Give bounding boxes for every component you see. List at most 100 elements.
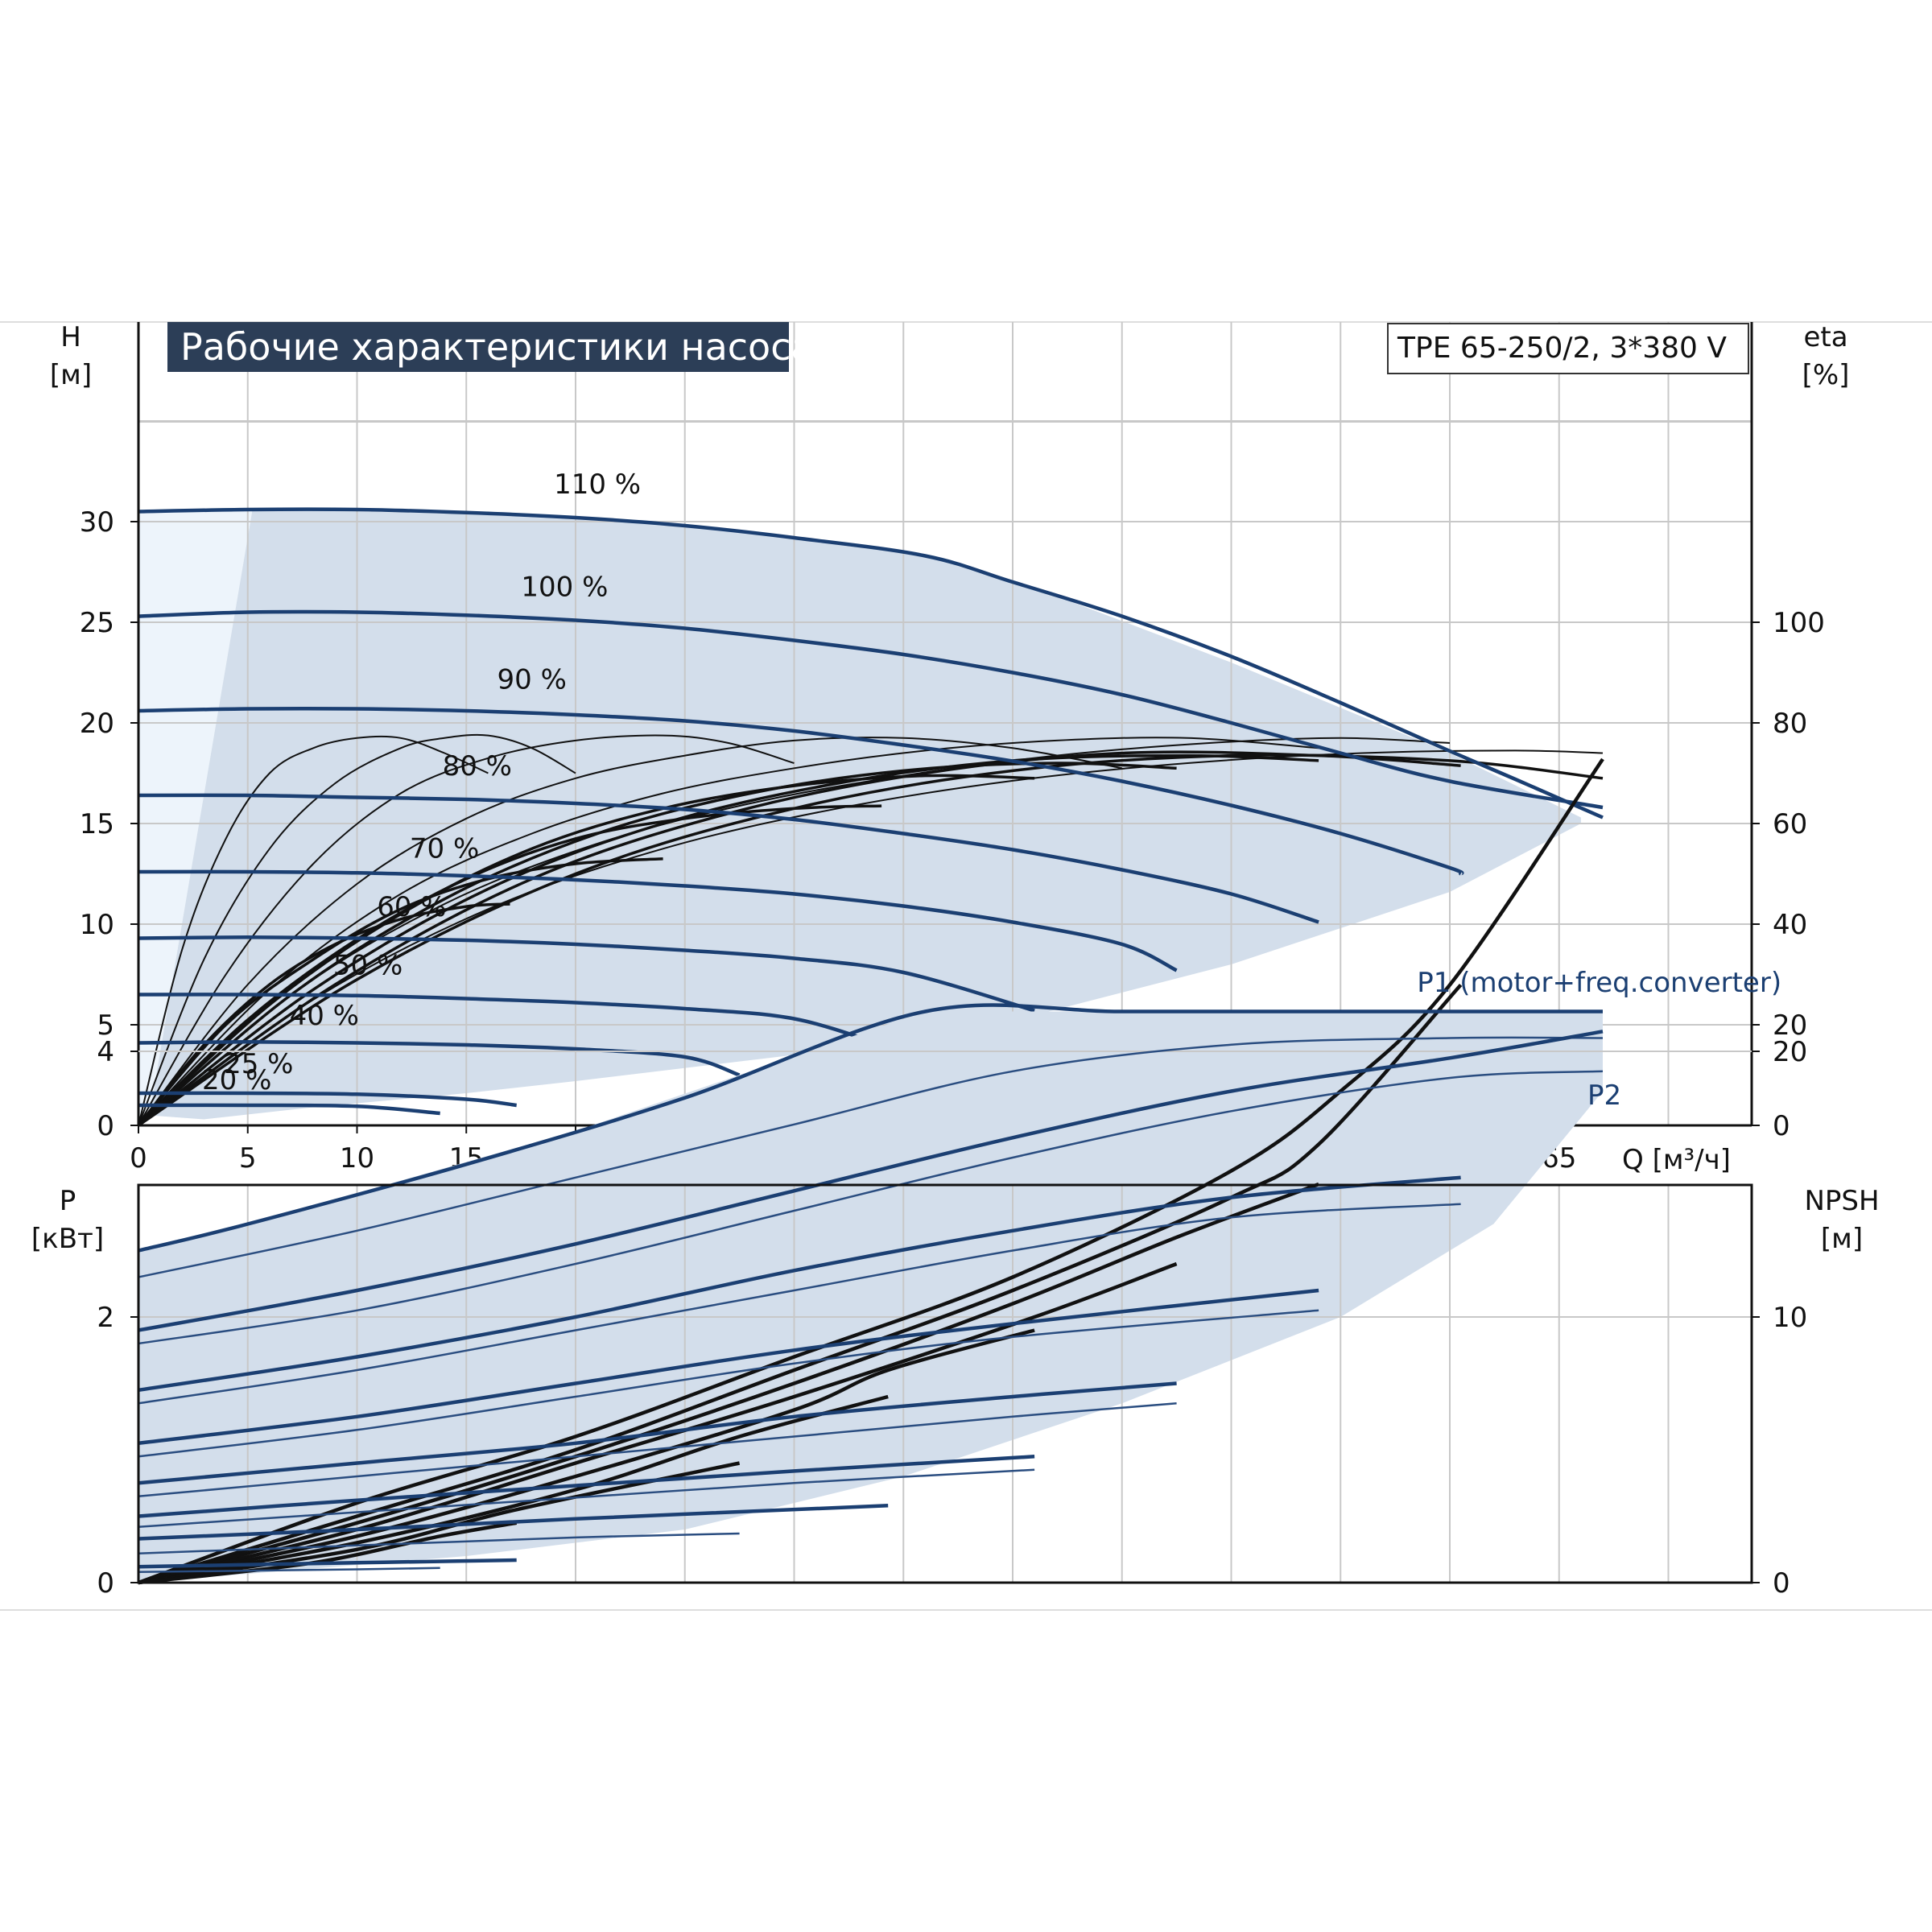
- power-curves: [138, 1003, 1604, 1574]
- y-tick-label: 20: [80, 708, 114, 740]
- power-curve: [138, 1203, 1461, 1405]
- speed-label: 110 %: [554, 469, 641, 501]
- efficiency-curve: [137, 753, 1319, 1127]
- efficiency-curve: [138, 734, 795, 1126]
- power-y-axis-unit: [кВт]: [31, 1223, 104, 1255]
- head-curve: [138, 507, 1604, 819]
- title-box: [167, 322, 789, 372]
- y-tick-label: 30: [80, 506, 114, 539]
- x-tick-label: 5: [239, 1142, 257, 1174]
- head-chart: 0510152025303540455055606505101520253002…: [50, 321, 1850, 1176]
- power-y-axis-label: P: [60, 1185, 76, 1217]
- power-curve: [138, 1402, 1177, 1498]
- power-y-tick-label: 0: [97, 1567, 114, 1600]
- efficiency-curve: [137, 902, 510, 1127]
- head-curve: [138, 1091, 517, 1108]
- low-flow-area: [138, 511, 253, 1125]
- efficiency-curve: [138, 737, 1319, 1126]
- y2-tick-label: 20: [1773, 1009, 1807, 1042]
- npsh-curve: [138, 1261, 1178, 1585]
- y-tick-label: 15: [80, 808, 114, 840]
- speed-label: 40 %: [290, 1000, 359, 1032]
- chart-title: Рабочие характеристики насоса: [180, 325, 814, 369]
- head-curve: [138, 1103, 440, 1116]
- y-axis-label: H: [60, 321, 81, 353]
- npsh-curve: [138, 1521, 518, 1585]
- head-curve-labels: 110 % 100 % 90 % 80 % 70 % 60 % 50 % 40 % 25 %20…: [202, 469, 641, 1096]
- speed-label: 50 %: [333, 950, 402, 982]
- npsh-tick-label: 10: [1773, 1302, 1807, 1334]
- efficiency-curves: [137, 733, 1604, 1127]
- y2-axis-label: eta: [1803, 321, 1847, 353]
- power-y-tick-label: 4: [97, 1036, 114, 1068]
- npsh-tick-label: 20: [1773, 1036, 1807, 1068]
- efficiency-curve: [137, 804, 882, 1127]
- head-curve: [138, 793, 1319, 924]
- npsh-tick-label: 0: [1773, 1567, 1790, 1600]
- power-curve: [138, 1567, 440, 1574]
- y-tick-label: 10: [80, 909, 114, 941]
- speed-label: 100 %: [521, 572, 608, 604]
- speed-label: 25 %: [224, 1048, 293, 1080]
- head-curve: [138, 609, 1604, 810]
- power-curve: [138, 1288, 1319, 1446]
- speed-label: 70 %: [410, 833, 479, 865]
- head-curve: [138, 935, 1035, 1013]
- power-curve: [138, 1381, 1177, 1485]
- head-curve: [138, 1040, 741, 1077]
- power-curve: [138, 1309, 1319, 1458]
- speed-label: 80 %: [443, 750, 512, 782]
- npsh-curve: [138, 1394, 889, 1585]
- power-curve: [138, 1532, 740, 1554]
- power-axes: 0 2 4 0 10 20: [97, 1036, 1807, 1600]
- power-curve: [138, 1558, 517, 1569]
- power-curve: [138, 1468, 1035, 1528]
- efficiency-curve: [137, 857, 663, 1127]
- speed-label: 20 %: [202, 1064, 271, 1096]
- x-tick-label: 0: [130, 1142, 147, 1174]
- efficiency-curve: [138, 733, 576, 1126]
- head-curves: [138, 507, 1604, 1116]
- operating-range: [149, 510, 1581, 1120]
- model-box: [1387, 323, 1749, 374]
- efficiency-curve: [138, 753, 1604, 1127]
- speed-label: 90 %: [497, 664, 567, 696]
- speed-label: 60 %: [377, 891, 446, 923]
- npsh-curve: [138, 1182, 1319, 1585]
- npsh-axis-label: NPSH: [1804, 1185, 1879, 1217]
- power-curve: [138, 1504, 889, 1541]
- x-axis-label: Q [м³/ч]: [1622, 1144, 1731, 1176]
- head-operating-area: [138, 510, 1581, 1125]
- head-curve: [138, 993, 889, 1049]
- power-y-tick-label: 2: [97, 1302, 114, 1334]
- y2-tick-label: 100: [1773, 607, 1825, 639]
- head-curve: [138, 706, 1464, 876]
- power-curve: [138, 1070, 1604, 1345]
- power-series-label: P2: [1587, 1080, 1621, 1112]
- y-tick-label: 25: [80, 607, 114, 639]
- power-frame: [137, 1183, 1753, 1584]
- head-curve: [138, 869, 1178, 972]
- npsh-axis-unit: [м]: [1821, 1223, 1863, 1255]
- power-curve: [138, 1175, 1461, 1393]
- y2-tick-label: 40: [1773, 909, 1807, 941]
- x-tick-label: 10: [340, 1142, 374, 1174]
- y-tick-label: 0: [97, 1110, 114, 1142]
- y2-tick-label: 80: [1773, 708, 1807, 740]
- efficiency-curve: [138, 749, 1604, 1126]
- y2-tick-label: 0: [1773, 1110, 1790, 1142]
- y-tick-label: 5: [97, 1009, 114, 1042]
- power-series-label: P1 (motor+freq.converter): [1417, 967, 1781, 999]
- y2-tick-label: 60: [1773, 808, 1807, 840]
- power-curve: [138, 1030, 1604, 1332]
- model-label: TPE 65-250/2, 3*380 V: [1397, 332, 1727, 365]
- y-axis-unit: [м]: [50, 359, 92, 391]
- power-curve: [138, 1036, 1604, 1278]
- head-grid: [138, 322, 1752, 1125]
- npsh-curve: [138, 984, 1463, 1585]
- power-series-labels: P1 (motor+freq.converter) P2: [1417, 967, 1781, 1112]
- power-curve: [138, 1003, 1603, 1253]
- power-curve: [138, 1455, 1035, 1518]
